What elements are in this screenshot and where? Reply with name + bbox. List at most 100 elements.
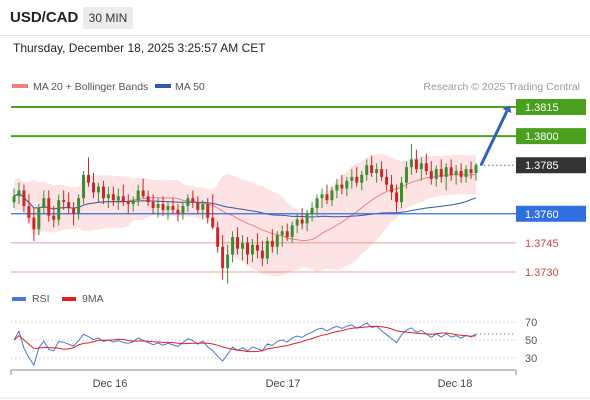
candle-body [27,206,31,218]
candle-body [305,213,309,224]
legend: MA 20 + Bollinger Bands MA 50 Research ©… [12,81,580,93]
candle-body [121,196,125,203]
candle-body [370,165,374,173]
candle-body [380,169,384,177]
candle-body [77,198,81,214]
candle-body [315,198,319,208]
candle-body [290,225,294,238]
symbol-title: USD/CAD [10,9,79,26]
candle-body [181,206,185,214]
rsi-legend-label: RSI [32,293,50,305]
candle-body [265,240,269,259]
last-price-tag [516,157,586,174]
candle-body [87,174,91,183]
candle-body [245,242,249,255]
projection-arrow [479,105,512,166]
ma50-legend-swatch [155,84,171,88]
rsi-tick-label: 30 [525,353,537,365]
candle-body [300,219,304,224]
pivot-level-tag [516,205,586,222]
candle-body [449,167,453,175]
candle-body [454,171,458,175]
candle-body [96,186,100,193]
candle-body [82,174,86,199]
ma50-line [13,192,477,218]
rsi-legend-swatch [12,297,26,301]
candle-body [111,194,115,201]
bollinger-bands [14,153,476,276]
ma50-legend-label: MA 50 [175,81,205,93]
candle-body [250,244,254,255]
candle-body [151,202,155,208]
candle-body [360,174,364,183]
candle-body [270,240,274,247]
candle-body [12,196,16,203]
support-level-label: 1.3745 [525,238,559,250]
candle-body [62,200,66,203]
candle-body [310,207,314,214]
candle-body [196,202,200,210]
projection-arrow-head [502,105,512,114]
candle-body [390,184,394,193]
x-axis: Dec 16 Dec 17 Dec 18 [0,369,590,399]
candle-body [226,254,230,269]
candle-body [365,165,369,175]
candle-body [37,207,41,230]
candle-body [236,237,240,249]
candle-body [275,235,279,247]
pivot-level-label: 1.3760 [525,209,559,221]
candle-body [419,163,423,170]
candle-body [434,169,438,179]
candle-body [241,242,245,249]
candle-body [32,217,36,230]
candle-body [345,180,349,189]
timestamp: Thursday, December 18, 2025 3:25:57 AM C… [13,41,266,55]
bollinger-band-fill [14,153,476,276]
candle-body [295,219,299,226]
candle-body [101,186,105,199]
rsi-panel: 70 50 30 [11,317,537,367]
candle-body [201,204,205,210]
candle-body [156,204,160,208]
candle-body [206,204,210,218]
candle-body [459,171,463,177]
candle-body [186,198,190,206]
candle-body [325,194,329,201]
candle-body [414,159,418,170]
candle-body [72,207,76,214]
candle-body [395,192,399,203]
candle-body [176,209,180,214]
candle-body [91,182,95,193]
candle-body [136,190,140,201]
candle-body [166,206,170,210]
price-levels: 1.3815 1.3800 1.3785 1.3760 1.3745 1.3730 [11,99,586,279]
candle-body [350,176,354,181]
candle-body [146,196,150,203]
candle-body [22,190,26,206]
last-price-label: 1.3785 [525,160,559,172]
candle-body [429,171,433,179]
candle-body [211,217,215,228]
candle-body [355,176,359,183]
x-tick-label: Dec 16 [93,378,128,390]
candle-body [52,215,56,220]
rsi-tick-label: 70 [525,317,537,329]
candle-body [330,190,334,201]
candle-body [404,167,408,183]
ma20-legend-swatch [12,84,28,88]
candle-body [191,198,195,203]
x-tick-label: Dec 17 [266,378,301,390]
candle-body [141,190,145,197]
candle-body [131,200,135,205]
candle-body [255,244,259,251]
rsi-legend: RSI 9MA [12,293,104,305]
candle-body [280,231,284,236]
candle-body [106,194,110,199]
candle-body [385,176,389,185]
timeframe-button[interactable]: 30 MIN [83,7,133,29]
candle-body [171,206,175,210]
candle-body [444,167,448,177]
ma9-legend-label: 9MA [82,293,104,305]
candle-body [320,194,324,199]
